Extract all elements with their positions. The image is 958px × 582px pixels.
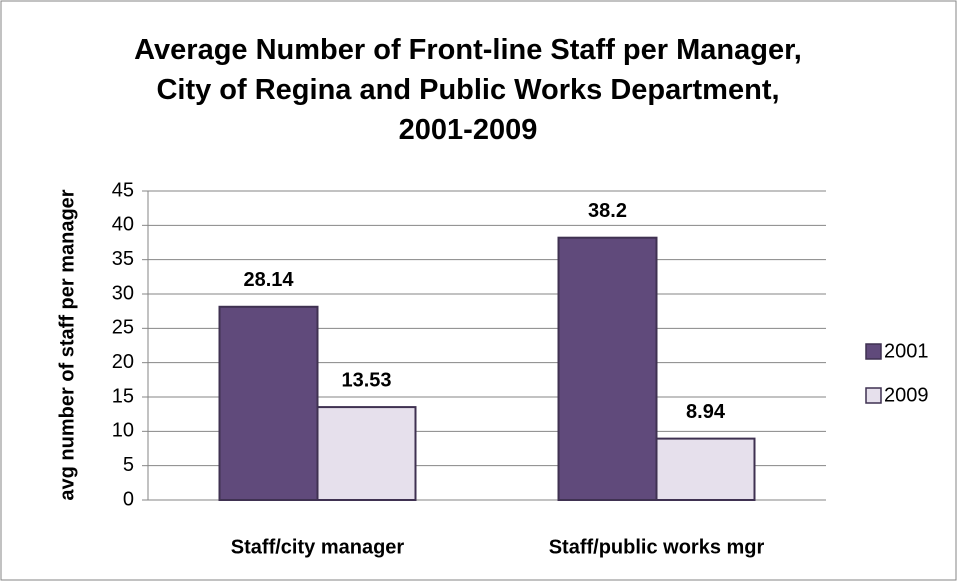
y-tick-label: 15 [112, 385, 134, 407]
x-tick-label: Staff/public works mgr [549, 536, 765, 558]
y-tick-label: 35 [112, 248, 134, 270]
legend-label: 2001 [884, 340, 929, 362]
chart-title: Average Number of Front-line Staff per M… [134, 34, 802, 146]
bar [557, 236, 658, 501]
bar [655, 437, 756, 501]
y-tick-label: 40 [112, 214, 134, 236]
value-label: 28.14 [243, 269, 294, 291]
y-tick-label: 30 [112, 282, 134, 304]
x-tick-label: Staff/city manager [231, 536, 405, 558]
y-tick-label: 10 [112, 420, 134, 442]
value-label: 8.94 [686, 401, 726, 423]
legend-swatch [865, 343, 882, 360]
legend-swatch [865, 387, 882, 404]
y-tick-label: 0 [123, 488, 134, 510]
legend-label: 2009 [884, 384, 929, 406]
bar [316, 406, 417, 501]
y-axis-label: avg number of staff per manager [56, 189, 78, 500]
value-label: 13.53 [341, 369, 391, 391]
y-tick-label: 5 [123, 454, 134, 476]
bar [218, 305, 319, 501]
y-tick-label: 25 [112, 317, 134, 339]
y-tick-label: 20 [112, 351, 134, 373]
y-tick-label: 45 [112, 179, 134, 201]
value-label: 38.2 [588, 200, 627, 222]
